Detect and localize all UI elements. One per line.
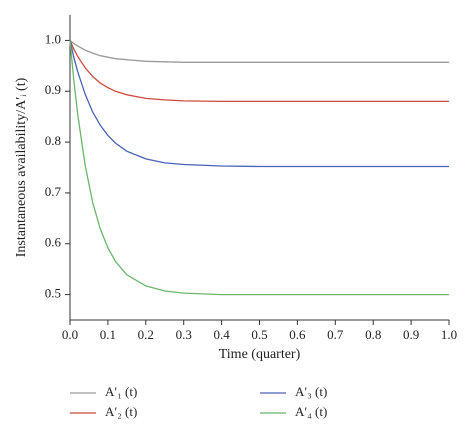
y-tick-label: 0.5 [45,286,61,301]
y-tick-label: 0.6 [45,235,62,250]
x-tick-label: 0.7 [327,327,344,342]
y-axis-label: Instantaneous availability/A′ᵢ (t) [14,77,29,257]
x-tick-label: 0.0 [62,327,78,342]
legend-label: A′₄ (t) [295,404,327,419]
x-tick-label: 0.9 [403,327,419,342]
line [69,39,449,63]
legend-label: A′₃ (t) [295,384,327,399]
y-tick-label: 0.8 [45,133,61,148]
legend-label: A′₁ (t) [105,384,137,399]
y-tick-label: 1.0 [45,31,61,46]
y-tick-label: 0.7 [45,184,62,199]
legend-label: A′₂ (t) [105,404,137,419]
x-axis-label: Time (quarter) [219,347,301,362]
x-tick-label: 0.5 [251,327,267,342]
x-tick-label: 0.2 [138,327,154,342]
x-tick-label: 0.1 [100,327,116,342]
x-tick-label: 0.3 [176,327,192,342]
x-tick-label: 0.8 [365,327,381,342]
x-tick-label: 0.4 [213,327,230,342]
y-tick-label: 0.9 [45,82,61,97]
x-tick-label: 1.0 [441,327,457,342]
line [69,40,449,296]
line [69,40,449,168]
line [69,40,449,103]
x-tick-label: 0.6 [289,327,306,342]
